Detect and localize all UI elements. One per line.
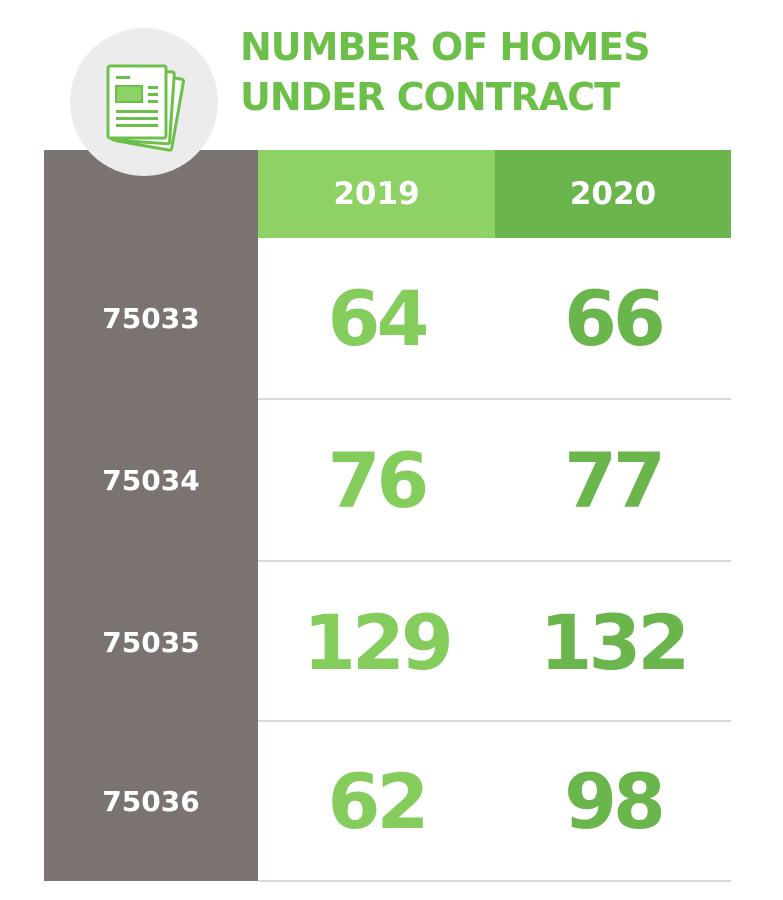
value-75035-2020: 132	[539, 597, 691, 687]
row-divider	[258, 560, 731, 562]
row-label-75036: 75036	[102, 785, 200, 818]
row-label-75033: 75033	[102, 301, 200, 335]
chart-title: NUMBER OF HOMES UNDER CONTRACT	[240, 22, 651, 122]
value-75034-2019: 76	[327, 435, 430, 525]
document-contract-icon	[70, 28, 218, 176]
value-75033-2020: 66	[564, 273, 666, 363]
value-75035-2019: 129	[303, 597, 454, 687]
row-divider	[258, 880, 731, 882]
column-header-2020: 2020	[495, 150, 731, 238]
row-label-75034: 75034	[102, 463, 200, 497]
row-divider	[258, 398, 731, 400]
chart-title-line-1: NUMBER OF HOMES	[240, 25, 651, 69]
zip-code-column	[44, 150, 258, 881]
value-75034-2020: 77	[564, 435, 666, 525]
value-75036-2020: 98	[564, 757, 666, 846]
row-divider	[258, 720, 731, 722]
row-label-75035: 75035	[102, 625, 200, 659]
value-75033-2019: 64	[327, 273, 430, 363]
chart-title-line-2: UNDER CONTRACT	[240, 75, 620, 119]
column-header-2019: 2019	[258, 150, 495, 238]
value-75036-2019: 62	[327, 757, 430, 846]
